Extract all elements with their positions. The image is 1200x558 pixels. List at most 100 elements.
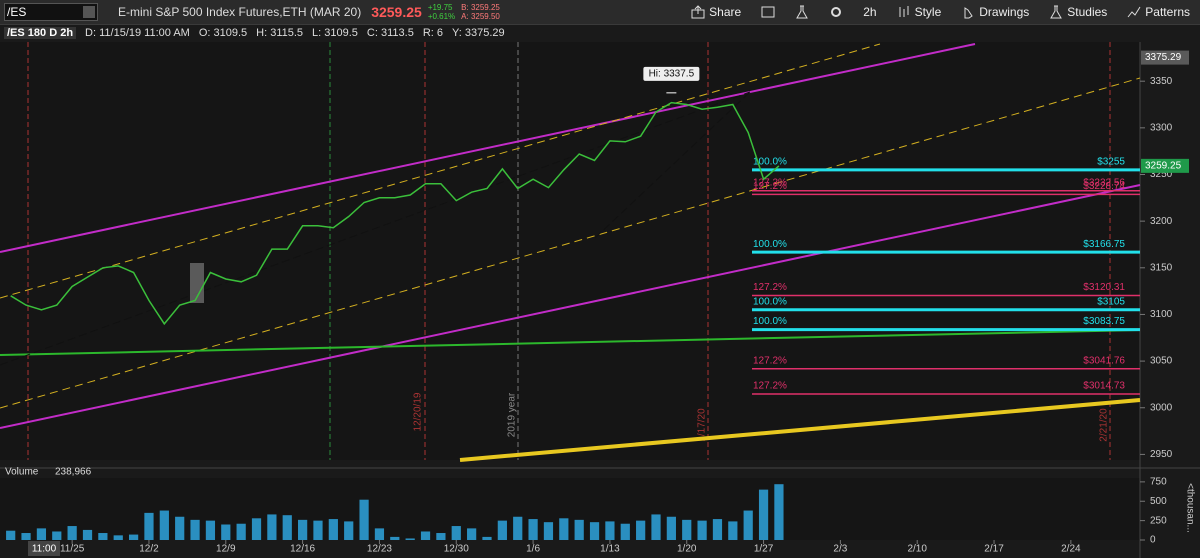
volume-bar — [98, 533, 108, 540]
volume-bar — [328, 519, 338, 540]
volume-bar — [36, 528, 47, 540]
studies-button[interactable]: Studies — [1039, 5, 1117, 19]
header-range: R: 6 — [422, 27, 443, 39]
trend-channel — [0, 43, 976, 253]
y-tick-label: 3200 — [1150, 216, 1173, 227]
label: Studies — [1067, 5, 1108, 19]
fib-price: $3041.76 — [1083, 355, 1125, 366]
fib-price: $3083.75 — [1083, 316, 1125, 327]
x-tick-label: 2/17 — [984, 544, 1004, 555]
chart: 12/20/19 2019 year 1/17/20 2/21/20 2950 3… — [0, 42, 1200, 558]
volume-value: 238,966 — [55, 467, 92, 478]
event-label: 2019 year — [507, 392, 518, 437]
x-tick-label: 1/20 — [677, 544, 697, 555]
volume-bar — [559, 518, 569, 540]
volume-bar — [589, 522, 600, 540]
x-tick-label: 12/9 — [216, 544, 236, 555]
y-tick-label: 3100 — [1150, 309, 1173, 320]
header-low: L: 3109.5 — [312, 27, 358, 39]
volume-bar — [697, 520, 707, 540]
fib-price: $3255 — [1097, 156, 1125, 167]
label: Style — [914, 5, 942, 19]
y-tick-label: 3000 — [1150, 402, 1173, 413]
y-tick-label: 2950 — [1150, 449, 1173, 460]
icon-button[interactable] — [751, 5, 785, 19]
y-tick-label: 3250 — [1150, 169, 1173, 180]
volume-bar — [513, 516, 523, 540]
x-tick-label: 12/30 — [444, 544, 469, 555]
toolbar: /ES E-mini S&P 500 Index Futures,ETH (MA… — [0, 0, 1200, 25]
x-tick-label: 1/27 — [754, 544, 774, 555]
volume-bar — [144, 512, 154, 540]
fib-price: $3105 — [1097, 296, 1125, 307]
icon — [691, 5, 705, 19]
volume-bar — [344, 521, 354, 540]
volume-bar — [175, 516, 185, 540]
y-tick-label: 3350 — [1150, 76, 1173, 87]
volume-bar — [221, 524, 231, 540]
bid-ask: B: 3259.25 A: 3259.50 — [461, 3, 500, 21]
header-close: C: 3113.5 — [366, 27, 414, 39]
chart-header: /ES 180 D 2h D: 11/15/19 11:00 AM O: 310… — [0, 25, 1144, 41]
study-label: /ES 180 D 2h — [4, 27, 77, 39]
fib-pct: 127.2% — [753, 177, 787, 188]
high-box — [643, 66, 700, 81]
change-value: +19.75 — [427, 3, 453, 12]
header-date: D: 11/15/19 11:00 AM — [85, 27, 190, 39]
timeframe-button[interactable]: 2h — [853, 5, 886, 19]
trend-line — [0, 43, 881, 299]
share-button[interactable]: Share — [681, 5, 751, 19]
icon-button[interactable] — [819, 5, 853, 19]
volume-bar — [666, 516, 676, 540]
icon — [796, 5, 809, 19]
trend-line — [0, 77, 1141, 409]
change-pct: +0.61% — [427, 12, 456, 21]
chart-area: 12/20/19 2019 year 1/17/20 2/21/20 2950 3… — [0, 42, 1200, 558]
style-button[interactable]: Style — [887, 5, 952, 19]
fib-pct: 100.0% — [753, 156, 787, 167]
header-high: H: 3115.5 — [256, 27, 304, 39]
volume-bar — [159, 510, 169, 540]
icon — [761, 6, 775, 18]
highlight-box — [190, 263, 204, 303]
x-tick-label: 2/3 — [833, 544, 847, 555]
fib-pct: 127.2% — [753, 355, 787, 366]
icon — [1127, 6, 1141, 18]
symbol-box[interactable]: /ES — [4, 3, 98, 21]
x-tick-label: 12/2 — [139, 544, 159, 555]
fib-pct: 127.2% — [753, 181, 787, 192]
x-tick-label: 11/25 — [60, 544, 85, 555]
volume-bar — [298, 519, 308, 540]
volume-title: Volume — [5, 467, 39, 478]
description: E-mini S&P 500 Index Futures,ETH (MAR 20… — [118, 5, 362, 19]
volume-bar — [467, 528, 477, 540]
volume-bar — [605, 521, 615, 540]
y-axis-label: <thousan... — [1184, 483, 1195, 533]
icon — [1050, 5, 1063, 19]
icon-button[interactable] — [785, 5, 819, 19]
y-tick-label: 3050 — [1150, 356, 1173, 367]
volume-bar — [620, 523, 630, 540]
drawings-button[interactable]: Drawings — [951, 5, 1039, 19]
cursor-time: 11:00 — [32, 544, 57, 555]
fib-price: $3014.73 — [1083, 381, 1125, 392]
high-label: Hi: 3337.5 — [649, 68, 695, 79]
volume-bar — [682, 519, 692, 540]
volume-bar — [497, 520, 507, 540]
change: +19.75 +0.61% — [428, 3, 455, 21]
label: 2h — [863, 5, 877, 19]
label: Patterns — [1145, 5, 1190, 19]
volume-bar — [282, 515, 292, 540]
volume-bar — [67, 526, 77, 540]
volume-bar — [728, 521, 738, 540]
volume-bar — [205, 520, 216, 540]
patterns-button[interactable]: Patterns — [1117, 5, 1200, 19]
label: Drawings — [979, 5, 1030, 19]
x-tick-label: 2/10 — [907, 544, 927, 555]
volume-bar — [190, 519, 200, 540]
volume-bar — [420, 531, 431, 540]
dropdown[interactable] — [83, 6, 95, 18]
last-price: 3259.25 — [371, 4, 422, 20]
x-tick-label: 1/6 — [526, 544, 540, 555]
y-tick-label: 3300 — [1150, 122, 1173, 133]
